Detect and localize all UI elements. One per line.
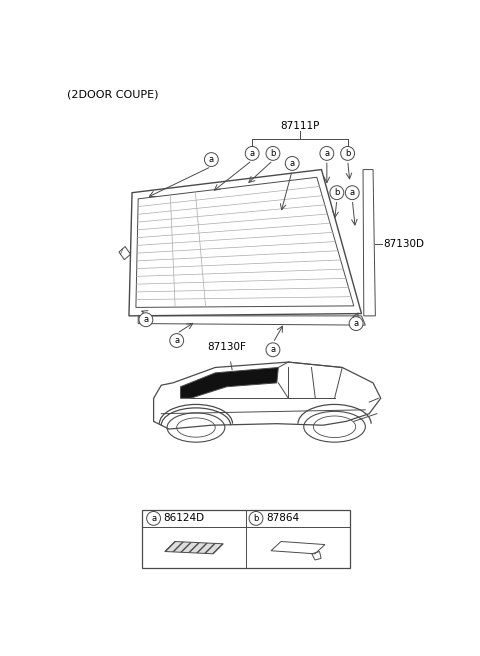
Circle shape (249, 512, 263, 525)
Circle shape (170, 334, 184, 348)
Circle shape (266, 343, 280, 357)
Circle shape (341, 146, 355, 160)
Text: 87864: 87864 (266, 514, 299, 523)
Circle shape (285, 157, 299, 171)
Text: a: a (209, 155, 214, 164)
Circle shape (139, 313, 153, 327)
Text: a: a (324, 149, 329, 158)
Text: 87130D: 87130D (383, 239, 424, 249)
Text: a: a (174, 336, 179, 345)
Text: a: a (144, 316, 148, 324)
Circle shape (349, 317, 363, 331)
Circle shape (204, 153, 218, 167)
Text: a: a (354, 319, 359, 328)
Circle shape (320, 146, 334, 160)
Circle shape (330, 186, 344, 199)
Text: 87130F: 87130F (207, 342, 246, 352)
Circle shape (147, 512, 160, 525)
Text: b: b (270, 149, 276, 158)
Text: 86124D: 86124D (164, 514, 205, 523)
Text: b: b (345, 149, 350, 158)
Text: (2DOOR COUPE): (2DOOR COUPE) (67, 89, 159, 100)
Circle shape (266, 146, 280, 160)
Text: a: a (250, 149, 255, 158)
Text: a: a (289, 159, 295, 168)
Polygon shape (180, 367, 278, 398)
Text: b: b (334, 188, 339, 197)
Text: 87111P: 87111P (280, 121, 320, 131)
Text: b: b (253, 514, 259, 523)
Circle shape (345, 186, 359, 199)
Text: a: a (270, 345, 276, 354)
Text: a: a (151, 514, 156, 523)
Polygon shape (165, 541, 223, 554)
Circle shape (245, 146, 259, 160)
Text: a: a (350, 188, 355, 197)
